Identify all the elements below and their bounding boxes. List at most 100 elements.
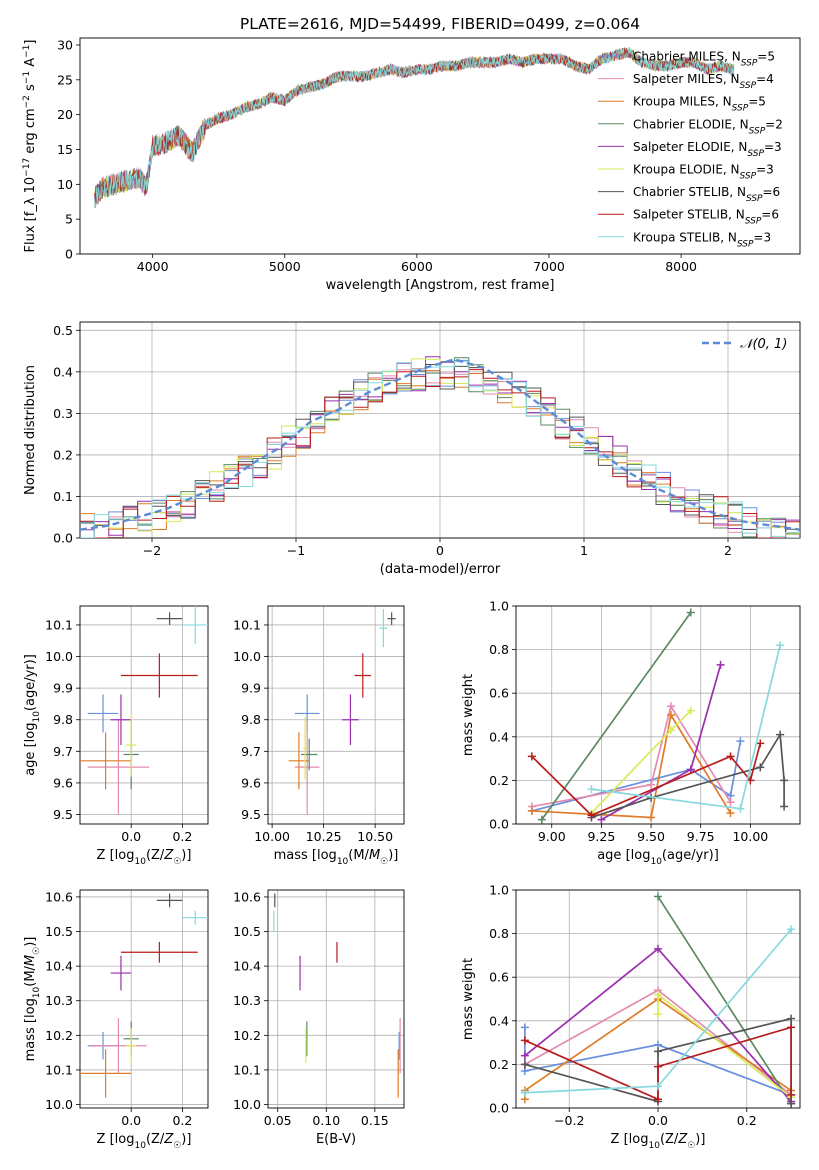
- weight-marker: [654, 944, 662, 953]
- weight-marker: [686, 765, 695, 774]
- weight-marker: [736, 737, 745, 746]
- mass_weight_vs_z-frame: [515, 889, 801, 1109]
- weight-marker: [776, 641, 785, 650]
- mass_vs_z-xlabel: Z [log10(Z/Z☉)]: [97, 1132, 192, 1151]
- y-tick-label: 9.7: [53, 744, 73, 759]
- x-tick-label: 9.50: [637, 829, 665, 844]
- weight-marker: [776, 730, 785, 739]
- weight-series-salpeter-elodie: [597, 660, 725, 824]
- mass_weight_vs_age-xlabel: age [log10(age/yr)]: [597, 848, 719, 867]
- x-tick-label: 5000: [269, 259, 301, 274]
- error-point-salpeter-stelib: [120, 653, 198, 698]
- y-tick-label: 0.0: [53, 531, 73, 546]
- y-tick-label: 25: [57, 72, 73, 87]
- weight-marker: [756, 763, 765, 772]
- legend-label: Chabrier STELIB, NSSP=6: [633, 185, 780, 204]
- y-tick-label: 10.0: [45, 649, 73, 664]
- y-tick-label: 0.8: [489, 926, 509, 941]
- y-tick-label: 10: [57, 177, 73, 192]
- weight-marker: [787, 1023, 796, 1032]
- x-tick-label: 10.00: [732, 829, 768, 844]
- x-tick-label: 0.0: [121, 1113, 141, 1128]
- y-tick-label: 9.8: [53, 712, 73, 727]
- legend-label: Salpeter MILES, NSSP=4: [633, 72, 774, 91]
- x-tick-label: 0: [436, 543, 444, 558]
- legend-label: Kroupa STELIB, NSSP=3: [633, 230, 771, 249]
- weight-marker: [666, 711, 675, 719]
- y-tick-label: 10.0: [45, 1097, 73, 1112]
- y-tick-label: 10.1: [45, 617, 73, 632]
- weight-marker: [686, 706, 695, 715]
- weight-marker: [597, 815, 606, 824]
- y-tick-label: 1.0: [489, 599, 509, 614]
- weight-marker: [787, 1099, 796, 1108]
- age_vs_z-frame: [79, 605, 209, 825]
- weight-marker: [654, 1062, 662, 1071]
- y-tick-label: 10.0: [233, 1097, 261, 1112]
- weight-marker: [520, 1088, 529, 1097]
- error-point-salpeter-stelib: [354, 653, 372, 698]
- x-tick-label: −0.2: [554, 1113, 584, 1128]
- error-point-salpeter-elodie: [342, 694, 359, 746]
- weight-marker: [787, 1014, 796, 1023]
- y-tick-label: 0.3: [53, 406, 73, 421]
- mass_vs_ebv-xlabel: E(B-V): [316, 1132, 356, 1147]
- error-point-chabrier-stelib: [387, 612, 396, 625]
- y-tick-label: 0.6: [489, 970, 509, 985]
- x-tick-label: 9.00: [538, 829, 566, 844]
- mass_vs_ebv-frame: [267, 889, 405, 1109]
- x-tick-label: 0.0: [648, 1113, 668, 1128]
- error-point-kroupa-miles: [80, 1049, 132, 1098]
- weight-marker: [726, 752, 735, 761]
- legend-label: Kroupa MILES, NSSP=5: [633, 95, 766, 114]
- y-tick-label: 5: [65, 212, 73, 227]
- error-point-salpeter-stelib: [120, 941, 198, 963]
- weight-marker: [780, 776, 789, 785]
- weight-marker: [527, 806, 536, 815]
- x-tick-label: 0.0: [121, 829, 141, 844]
- weight-marker: [587, 811, 596, 820]
- error-point-kroupa-stelib: [182, 606, 208, 644]
- y-tick-label: 0.6: [489, 686, 509, 701]
- error-point-kroupa-elodie: [126, 713, 137, 777]
- weight-marker: [520, 1051, 529, 1060]
- normal-legend-label: 𝒩(0, 1): [740, 337, 787, 352]
- error-point-kroupa-miles: [288, 732, 310, 790]
- y-tick-label: 10.6: [233, 889, 261, 904]
- y-tick-label: 20: [57, 107, 73, 122]
- y-tick-label: 9.6: [53, 775, 73, 790]
- weight-marker: [726, 809, 735, 818]
- y-tick-label: 9.9: [53, 681, 73, 696]
- normal-curve: [80, 358, 800, 531]
- y-tick-label: 10.6: [45, 889, 73, 904]
- weight-marker: [527, 752, 536, 761]
- legend-label: Salpeter ELODIE, NSSP=3: [633, 140, 782, 159]
- y-tick-label: 10.5: [45, 924, 73, 939]
- weight-series-chabrier-elodie: [537, 608, 695, 824]
- weight-marker: [537, 815, 546, 824]
- figure-title: PLATE=2616, MJD=54499, FIBERID=0499, z=0…: [240, 15, 640, 33]
- spectrum-ylabel: Flux [f_λ 10−17 erg cm−2 s−1 A−1]: [22, 40, 38, 253]
- x-tick-label: 9.75: [687, 829, 715, 844]
- x-tick-label: 0.10: [312, 1113, 340, 1128]
- error-point-chabrier-miles: [87, 694, 119, 733]
- weight-marker: [666, 702, 675, 711]
- weight-marker: [654, 1082, 662, 1091]
- y-tick-label: 10.2: [233, 1028, 261, 1043]
- residuals-ylabel: Normed distribution: [23, 365, 38, 495]
- x-tick-label: 0.2: [172, 829, 192, 844]
- y-tick-label: 0: [65, 247, 73, 262]
- y-tick-label: 10.0: [233, 649, 261, 664]
- weight-marker: [666, 726, 675, 735]
- age_vs_mass-axes: 10.00 10.25 10.50 9.5 9.6 9.7 9.8 9.9 10.0 10.1: [233, 606, 404, 844]
- y-tick-label: 10.1: [233, 617, 261, 632]
- y-tick-label: 0.4: [489, 729, 509, 744]
- weight-marker: [654, 1010, 662, 1019]
- weight-marker: [780, 802, 789, 811]
- x-tick-label: 0.05: [264, 1113, 292, 1128]
- y-tick-label: 1.0: [489, 883, 509, 898]
- y-tick-label: 30: [57, 37, 73, 52]
- weight-marker: [654, 1095, 662, 1104]
- weight-marker: [686, 608, 695, 617]
- x-tick-label: −2: [143, 543, 161, 558]
